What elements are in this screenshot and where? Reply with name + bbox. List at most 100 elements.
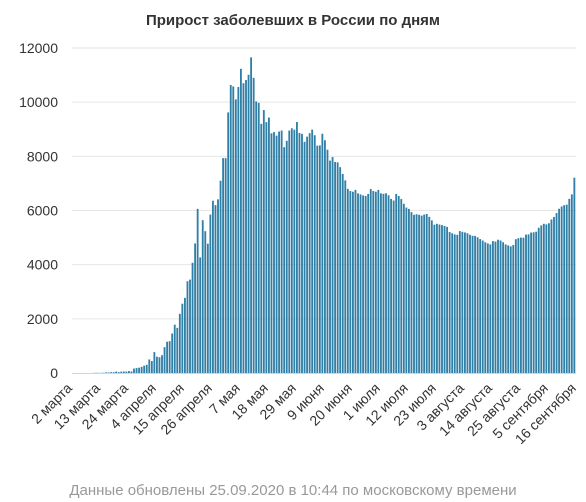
bar [436,223,438,373]
bar [413,214,415,373]
bar [346,188,349,373]
bar [464,232,466,373]
bar [415,214,418,373]
bar [492,241,494,373]
bar [377,189,380,373]
bar [257,102,260,374]
bar [509,246,512,373]
bar [250,57,253,373]
bar [268,117,270,373]
bar [219,180,222,373]
bar [217,199,219,373]
bar [344,180,347,373]
bar [278,131,281,373]
bar [372,191,375,373]
bar [469,234,471,373]
bar [512,244,515,373]
y-tick-label: 4000 [27,257,58,273]
bar [186,281,189,373]
bar [326,149,329,373]
bar [331,157,334,373]
bar [270,133,273,373]
bar [329,160,331,373]
y-tick-label: 6000 [27,203,58,219]
bar [392,200,395,373]
bar [530,232,533,373]
bar [400,199,403,373]
bar [140,366,143,373]
bar [308,133,311,373]
bar [573,177,576,373]
bar [568,198,571,373]
y-axis-tick-labels: 0 2000 4000 6000 8000 10000 12000 [19,40,58,381]
y-tick-label: 2000 [27,311,58,327]
bar [497,239,499,373]
bar [456,234,459,373]
bar [311,129,314,373]
bar [423,214,426,373]
bar [484,242,487,373]
bar [143,365,146,373]
bar [425,213,428,373]
bar [542,223,545,373]
bar [234,99,237,374]
bar [499,240,502,373]
bar [430,220,433,373]
bar [227,112,230,373]
bar [489,244,492,373]
bar [520,237,522,373]
y-tick-label: 10000 [19,94,58,110]
bar [156,356,158,373]
bar [303,141,306,373]
bar [285,140,288,373]
bar [390,198,393,373]
bar [245,80,247,373]
bar [224,158,227,373]
bar [283,147,286,373]
footer-note: Данные обновлены 25.09.2020 в 10:44 по м… [69,482,517,499]
bar [408,208,410,374]
bar [453,234,456,373]
bar [535,231,538,373]
bar [201,220,204,373]
y-tick-label: 8000 [27,148,58,164]
bar [548,223,550,373]
bar [471,235,474,373]
bar [374,191,377,373]
bar [349,191,352,373]
bar [316,145,319,373]
bar [122,371,125,373]
bar [387,195,390,373]
bar [532,232,535,373]
bar [255,101,258,373]
bar [369,189,372,373]
bar [242,83,245,374]
bar [479,239,482,373]
bar [290,128,293,373]
bar [171,333,174,373]
bar [481,240,484,373]
bar [364,195,367,373]
bar [405,207,408,373]
bar [145,364,148,373]
bar [260,123,263,373]
bar [517,238,520,374]
bar [138,367,141,373]
bar [214,205,217,373]
bar [275,135,278,373]
bar [339,167,342,373]
bar [298,132,301,373]
bar [115,371,118,373]
bar [563,205,566,373]
bar [438,224,441,373]
bar [354,189,357,373]
bar [494,241,497,373]
bar [128,371,130,373]
bar [293,129,296,373]
bar [206,243,209,373]
bar [265,122,268,373]
bar [486,243,489,373]
bar [451,233,454,373]
